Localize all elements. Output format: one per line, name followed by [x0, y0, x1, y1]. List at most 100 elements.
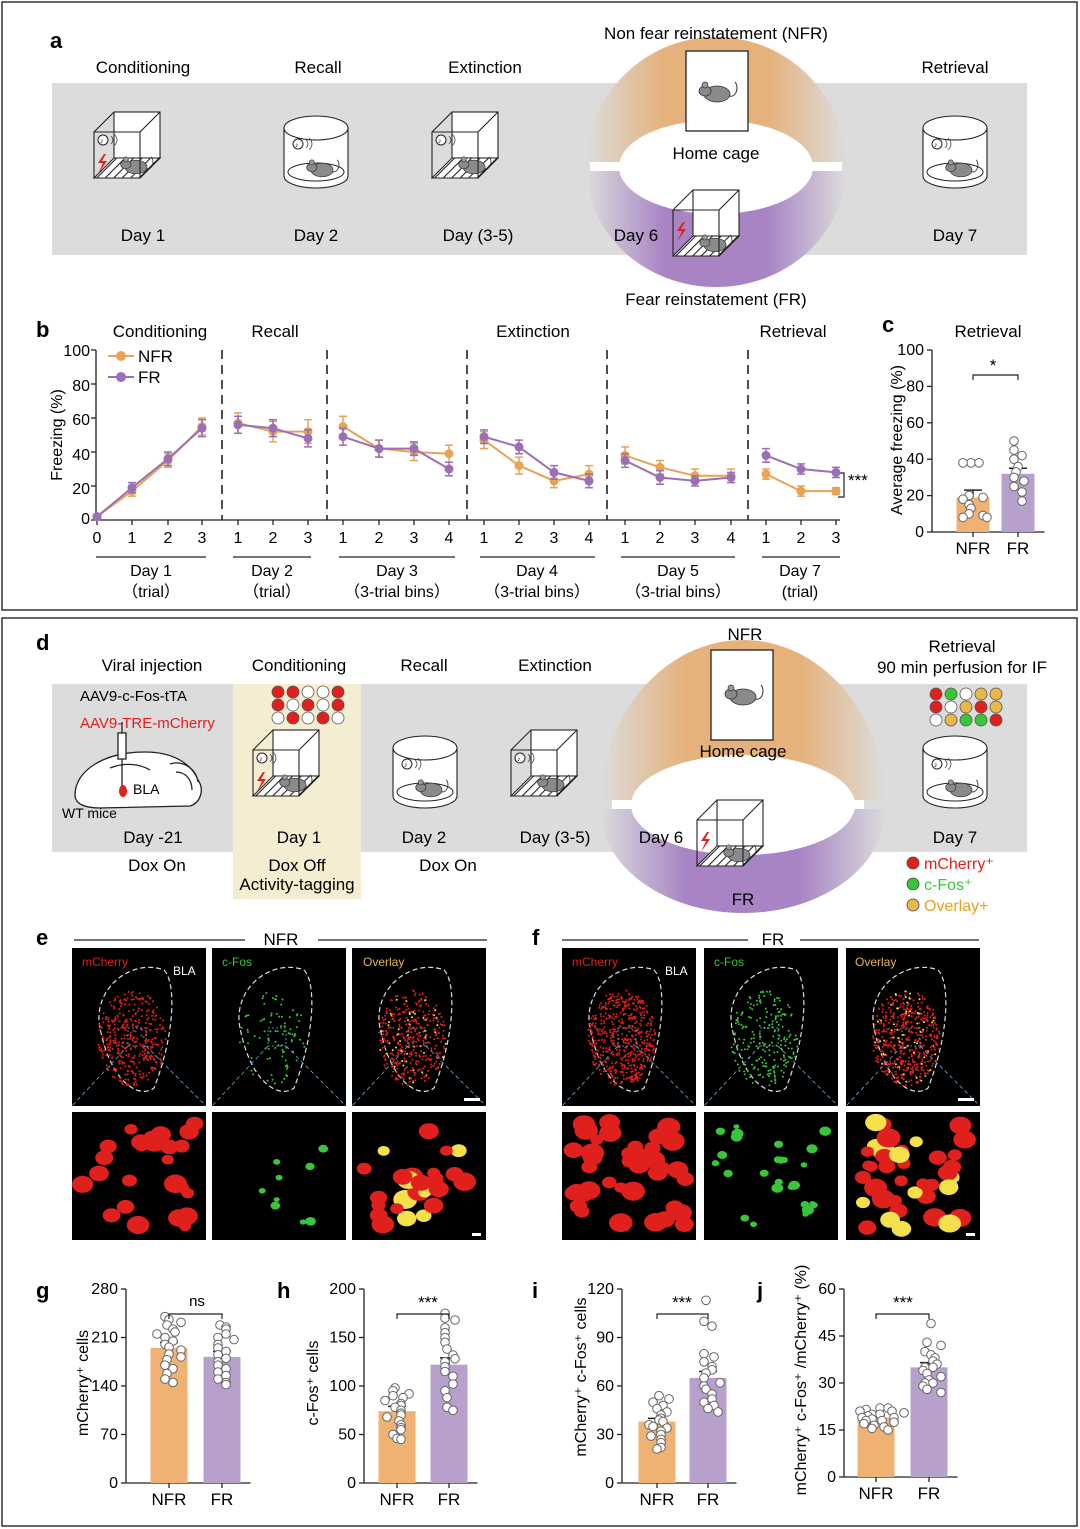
cell-speck [877, 1041, 880, 1044]
cell-speck [397, 1042, 400, 1045]
cell-speck [606, 1073, 609, 1075]
cell-speck [750, 1037, 753, 1040]
cell-body [801, 1205, 814, 1215]
cell-speck [422, 1040, 425, 1043]
cell-speck [645, 1044, 648, 1047]
cell-speck [429, 1036, 432, 1039]
cell-speck [764, 1007, 767, 1010]
cell-speck [886, 998, 888, 1001]
cell-speck [901, 1005, 904, 1008]
cell-speck [756, 1059, 759, 1062]
cell-speck [922, 1069, 925, 1072]
cell-speck [156, 1030, 158, 1033]
cell-speck [115, 1044, 118, 1047]
d-recall-chamber: ♪ [392, 735, 458, 809]
cell-speck [748, 996, 751, 999]
cell-speck [147, 1016, 150, 1019]
bla-outline [238, 966, 313, 1092]
cell-speck [882, 1052, 885, 1055]
cell-speck [137, 1019, 140, 1022]
cell-speck [768, 1049, 771, 1052]
legend-overlay: Overlay+ [924, 898, 988, 915]
cell-speck [623, 1003, 626, 1006]
cell-speck [794, 1034, 797, 1037]
cell-speck [874, 1046, 877, 1049]
cell-speck [907, 1063, 910, 1065]
cell-speck [764, 1050, 767, 1053]
d-extinction-chamber: ♪ [509, 729, 579, 797]
cell-speck [926, 1026, 928, 1029]
cell-speck [611, 1028, 614, 1031]
cell-speck [156, 1028, 159, 1031]
cell-speck [630, 1012, 633, 1015]
cell-speck [928, 1024, 931, 1027]
legend-cfos: c-Fos⁺ [924, 877, 972, 894]
cell-speck [605, 1017, 608, 1020]
cell-speck [761, 1076, 764, 1079]
e-title: NFR [264, 930, 299, 949]
cell-speck [915, 1016, 918, 1019]
cell-body [609, 1213, 633, 1233]
cell-speck [881, 1070, 884, 1073]
cell-dot [301, 698, 315, 712]
cell-body [185, 1116, 204, 1131]
cell-speck [639, 999, 642, 1002]
virus-tta: AAV9-c-Fos-tTA [80, 688, 187, 705]
cell-speck [113, 1023, 116, 1026]
cell-speck [397, 1041, 400, 1044]
stage-retrieval: Retrieval [921, 58, 988, 77]
cell-speck [910, 1067, 913, 1070]
cell-body [674, 1216, 694, 1232]
cell-speck [923, 1021, 925, 1024]
cell-dot [929, 700, 943, 714]
cell-speck [109, 1039, 112, 1042]
tone-icon [97, 134, 109, 146]
sound-waves [448, 133, 456, 147]
cell-dot [944, 687, 958, 701]
cell-speck [159, 1024, 162, 1027]
panel-letter-f: f [532, 925, 540, 950]
cell-speck [936, 1034, 939, 1037]
cell-speck [406, 1040, 409, 1043]
cell-speck [637, 1053, 640, 1056]
cell-speck [770, 1080, 773, 1083]
cell-speck [916, 1042, 918, 1045]
b-title-retrieval: Retrieval [759, 322, 826, 341]
cell-speck [923, 1014, 926, 1017]
cell-speck [419, 1005, 421, 1007]
cell-speck [780, 1018, 783, 1021]
cell-speck [764, 1043, 767, 1045]
zoom-line [919, 1045, 981, 1107]
cell-speck [893, 1028, 896, 1031]
cell-speck [422, 1030, 425, 1033]
cell-speck [98, 1049, 101, 1052]
cell-speck [894, 1073, 897, 1076]
b-point-nfr [514, 461, 524, 471]
cell-speck [595, 1062, 598, 1065]
cell-speck [623, 1064, 626, 1067]
cell-speck [436, 1018, 439, 1021]
cell-speck [430, 1066, 433, 1069]
cell-speck [271, 997, 274, 999]
cell-speck [745, 1026, 748, 1029]
cell-speck [588, 1039, 590, 1042]
cell-speck [631, 1060, 634, 1063]
bar-ytick-label: 0 [915, 524, 924, 541]
cell-speck [393, 1020, 396, 1023]
d-legend: mCherry⁺ c-Fos⁺ Overlay+ [906, 856, 994, 915]
cell-speck [605, 1047, 608, 1050]
sound-waves [944, 137, 952, 151]
cell-speck [917, 1005, 920, 1008]
cell-speck [910, 1011, 913, 1014]
c-title: Retrieval [954, 322, 1021, 341]
cell-speck [411, 1037, 414, 1040]
cell-speck [783, 1038, 786, 1041]
cell-speck [782, 1071, 785, 1074]
cell-speck [150, 1046, 153, 1048]
cell-speck [924, 1061, 926, 1064]
bar-xtick-label: NFR [956, 539, 991, 558]
cell-speck [114, 1070, 117, 1073]
cell-speck [409, 1069, 412, 1072]
cell-speck [920, 1012, 923, 1015]
